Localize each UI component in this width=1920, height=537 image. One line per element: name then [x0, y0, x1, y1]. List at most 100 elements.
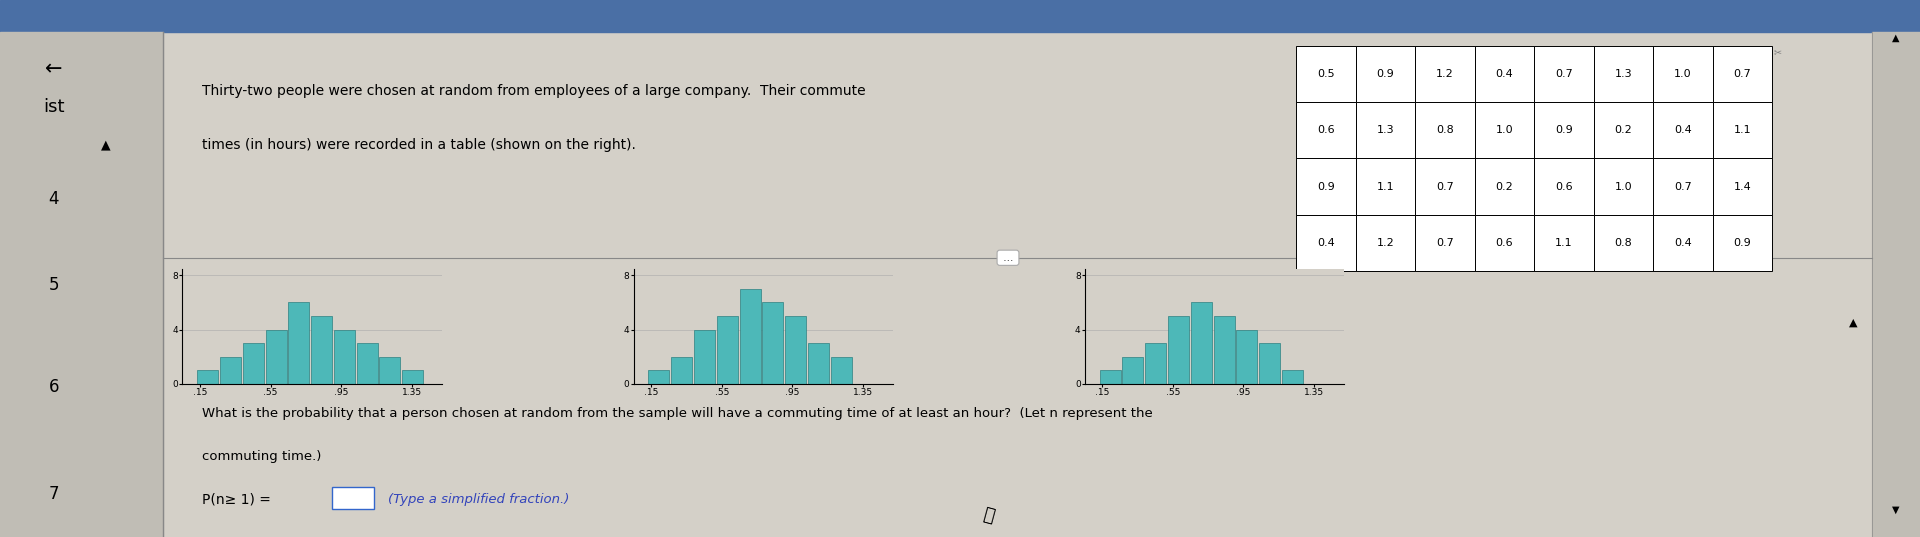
- Text: ▲: ▲: [1893, 33, 1899, 42]
- Bar: [1872, 32, 1920, 537]
- Text: 0.2: 0.2: [1615, 125, 1632, 135]
- Bar: [380, 357, 401, 384]
- Bar: [1167, 316, 1188, 384]
- Text: ...: ...: [1000, 253, 1016, 263]
- Bar: [1653, 158, 1713, 215]
- Bar: [693, 330, 714, 384]
- Text: times (in hours) were recorded in a table (shown on the right).: times (in hours) were recorded in a tabl…: [202, 138, 636, 152]
- Text: Thirty-two people were chosen at random from employees of a large company.  Thei: Thirty-two people were chosen at random …: [202, 84, 866, 98]
- Bar: [1356, 158, 1415, 215]
- Bar: [1415, 158, 1475, 215]
- Text: 1.2: 1.2: [1377, 238, 1394, 248]
- Text: 0.8: 0.8: [1615, 238, 1632, 248]
- Bar: [198, 371, 219, 384]
- Bar: [1100, 371, 1121, 384]
- Bar: [1415, 215, 1475, 271]
- Bar: [716, 316, 737, 384]
- Bar: [1653, 46, 1713, 102]
- Bar: [1534, 158, 1594, 215]
- Text: (Type a simplified fraction.): (Type a simplified fraction.): [388, 493, 568, 506]
- Text: 0.7: 0.7: [1555, 69, 1572, 79]
- Bar: [1296, 158, 1356, 215]
- Text: 0.9: 0.9: [1317, 182, 1334, 192]
- Bar: [1123, 357, 1144, 384]
- Bar: [1296, 46, 1356, 102]
- Text: 0.6: 0.6: [1496, 238, 1513, 248]
- Bar: [1475, 215, 1534, 271]
- Text: 1.4: 1.4: [1734, 182, 1751, 192]
- Text: 0.4: 0.4: [1317, 238, 1334, 248]
- Bar: [1283, 371, 1304, 384]
- Bar: [1415, 102, 1475, 158]
- Bar: [739, 289, 760, 384]
- Text: 0.7: 0.7: [1436, 182, 1453, 192]
- Bar: [311, 316, 332, 384]
- Text: 1.3: 1.3: [1615, 69, 1632, 79]
- Text: 5: 5: [48, 275, 60, 294]
- Bar: [785, 316, 806, 384]
- Bar: [288, 302, 309, 384]
- Bar: [1475, 102, 1534, 158]
- Bar: [1475, 158, 1534, 215]
- Bar: [1594, 46, 1653, 102]
- Text: 1.2: 1.2: [1436, 69, 1453, 79]
- Text: 0.8: 0.8: [1436, 125, 1453, 135]
- Text: 0.7: 0.7: [1734, 69, 1751, 79]
- Text: 0.5: 0.5: [1317, 69, 1334, 79]
- Text: 1.0: 1.0: [1674, 69, 1692, 79]
- Bar: [1356, 46, 1415, 102]
- Text: 0.9: 0.9: [1734, 238, 1751, 248]
- Text: 0.4: 0.4: [1674, 238, 1692, 248]
- Text: 0.4: 0.4: [1674, 125, 1692, 135]
- Bar: [1653, 102, 1713, 158]
- Text: 0.9: 0.9: [1377, 69, 1394, 79]
- Bar: [1534, 215, 1594, 271]
- Bar: [762, 302, 783, 384]
- Text: ▲: ▲: [100, 139, 111, 151]
- Text: commuting time.): commuting time.): [202, 450, 321, 463]
- Text: 0.7: 0.7: [1674, 182, 1692, 192]
- Bar: [265, 330, 286, 384]
- Text: 0.6: 0.6: [1317, 125, 1334, 135]
- Bar: [1594, 102, 1653, 158]
- Text: 1.1: 1.1: [1377, 182, 1394, 192]
- Text: 6: 6: [48, 378, 60, 396]
- Text: ✂: ✂: [1774, 47, 1782, 57]
- Bar: [1713, 102, 1772, 158]
- Bar: [1296, 215, 1356, 271]
- Text: ⮩: ⮩: [981, 505, 996, 526]
- Bar: [672, 357, 693, 384]
- Text: 1.0: 1.0: [1615, 182, 1632, 192]
- Text: 7: 7: [48, 485, 60, 503]
- Bar: [1713, 215, 1772, 271]
- Bar: [403, 371, 422, 384]
- Bar: [1415, 46, 1475, 102]
- Text: 4: 4: [48, 190, 60, 208]
- Bar: [649, 371, 670, 384]
- Bar: [1594, 158, 1653, 215]
- Bar: [1713, 46, 1772, 102]
- Bar: [1260, 343, 1281, 384]
- Text: 1.0: 1.0: [1496, 125, 1513, 135]
- Bar: [1534, 102, 1594, 158]
- Bar: [334, 330, 355, 384]
- Text: 1.3: 1.3: [1377, 125, 1394, 135]
- Bar: [1190, 302, 1212, 384]
- Text: 1.1: 1.1: [1555, 238, 1572, 248]
- Text: 0.7: 0.7: [1436, 238, 1453, 248]
- Bar: [1356, 102, 1415, 158]
- Bar: [808, 343, 829, 384]
- Bar: [1475, 46, 1534, 102]
- Bar: [1653, 215, 1713, 271]
- Text: P(n≥ 1) =: P(n≥ 1) =: [202, 492, 271, 506]
- Bar: [0, 0, 1920, 32]
- Text: 0.9: 0.9: [1555, 125, 1572, 135]
- Bar: [221, 357, 242, 384]
- Bar: [1236, 330, 1258, 384]
- Bar: [1296, 102, 1356, 158]
- Text: 0.6: 0.6: [1555, 182, 1572, 192]
- Text: ▲: ▲: [1849, 317, 1857, 327]
- Text: What is the probability that a person chosen at random from the sample will have: What is the probability that a person ch…: [202, 407, 1152, 420]
- Bar: [1144, 343, 1165, 384]
- Text: ▼: ▼: [1893, 505, 1899, 515]
